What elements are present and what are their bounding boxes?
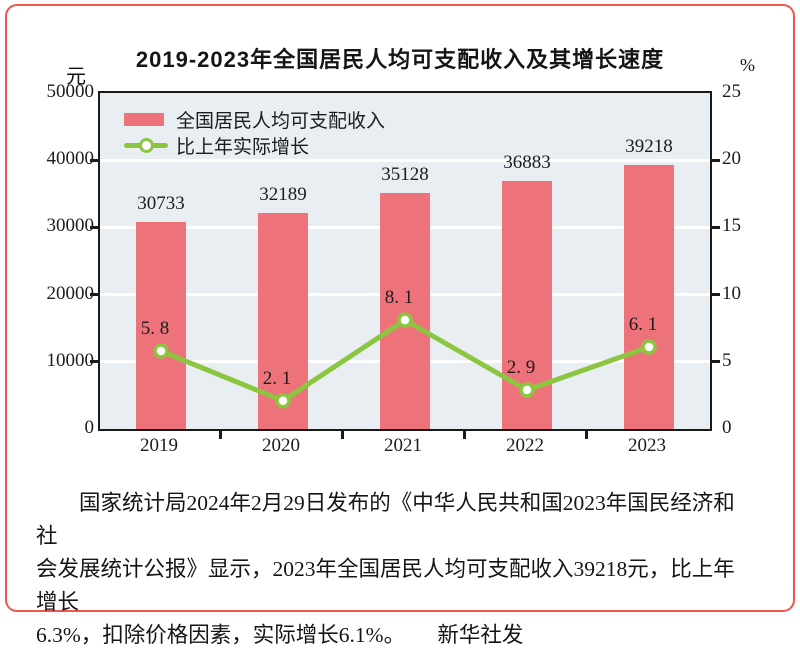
bar-value-label: 32189 bbox=[259, 183, 307, 205]
left-axis-tick-label: 40000 bbox=[46, 148, 95, 170]
income-bar bbox=[380, 192, 430, 429]
x-axis-label: 2021 bbox=[384, 435, 422, 456]
growth-marker bbox=[275, 393, 291, 409]
bottom-tick-mark bbox=[585, 431, 588, 439]
chart-title: 2019-2023年全国居民人均可支配收入及其增长速度 bbox=[135, 47, 665, 72]
right-axis-tick-label: 0 bbox=[722, 417, 732, 438]
growth-marker bbox=[397, 312, 413, 328]
legend-item-income: 全国居民人均可支配收入 bbox=[124, 106, 385, 132]
plot-area: 30733 32189 35128 36883 39218 5. 8 2. 1 8. 1 2. … bbox=[98, 91, 712, 431]
left-axis-tick-label: 20000 bbox=[46, 282, 95, 304]
income-bar-swatch-icon bbox=[124, 112, 164, 126]
left-tick-mark bbox=[90, 360, 98, 364]
growth-value-label: 5. 8 bbox=[140, 318, 170, 340]
income-bar bbox=[136, 222, 186, 429]
caption-line-1: 国家统计局2024年2月29日发布的《中华人民共和国2023年国民经济和社 bbox=[36, 491, 735, 548]
right-axis-tick-label: 15 bbox=[722, 215, 741, 237]
left-axis-tick-label: 30000 bbox=[46, 215, 95, 237]
x-axis-label: 2020 bbox=[262, 435, 300, 456]
bottom-tick-mark bbox=[219, 431, 222, 439]
right-axis-tick-label: 20 bbox=[722, 148, 741, 170]
growth-value-label: 2. 9 bbox=[506, 357, 536, 379]
plot-inner: 30733 32189 35128 36883 39218 5. 8 2. 1 8. 1 2. … bbox=[100, 93, 710, 429]
bar-value-label: 35128 bbox=[381, 163, 429, 185]
x-axis-label: 2022 bbox=[506, 435, 544, 456]
growth-line-swatch-icon bbox=[124, 137, 168, 153]
left-tick-mark bbox=[90, 225, 98, 229]
right-tick-mark bbox=[712, 293, 720, 297]
bottom-tick-mark bbox=[341, 431, 344, 439]
x-axis-label: 2019 bbox=[140, 435, 178, 456]
income-bar bbox=[624, 165, 674, 429]
growth-line bbox=[153, 312, 657, 409]
legend-growth-label: 比上年实际增长 bbox=[176, 136, 310, 158]
right-tick-mark bbox=[712, 158, 720, 162]
growth-marker bbox=[153, 343, 169, 359]
bar-value-label: 39218 bbox=[625, 136, 673, 158]
growth-value-label: 2. 1 bbox=[262, 367, 292, 389]
right-tick-mark bbox=[712, 360, 720, 364]
left-axis-unit: 元 bbox=[66, 66, 86, 88]
right-tick-mark bbox=[712, 225, 720, 229]
left-axis-tick-label: 10000 bbox=[46, 349, 95, 371]
left-axis-tick-label: 50000 bbox=[46, 81, 95, 102]
legend-item-growth: 比上年实际增长 bbox=[124, 132, 385, 158]
caption-line-3: 6.3%，扣除价格因素，实际增长6.1%。 新华社发 bbox=[36, 623, 524, 647]
right-axis-tick-label: 5 bbox=[722, 349, 732, 371]
bar-value-label: 30733 bbox=[137, 193, 185, 215]
gridline bbox=[100, 158, 710, 162]
growth-marker bbox=[641, 339, 657, 355]
right-axis-unit: % bbox=[740, 55, 755, 75]
left-tick-mark bbox=[90, 293, 98, 297]
bar-value-label: 36883 bbox=[503, 152, 551, 174]
left-tick-mark bbox=[90, 158, 98, 162]
legend: 全国居民人均可支配收入 比上年实际增长 bbox=[124, 106, 385, 158]
x-axis-label: 2023 bbox=[628, 435, 666, 456]
bottom-tick-mark bbox=[463, 431, 466, 439]
caption: 国家统计局2024年2月29日发布的《中华人民共和国2023年国民经济和社 会发… bbox=[36, 487, 754, 652]
growth-value-label: 6. 1 bbox=[628, 314, 658, 336]
growth-marker-icon bbox=[139, 137, 154, 153]
right-axis-tick-label: 10 bbox=[722, 282, 741, 304]
legend-income-label: 全国居民人均可支配收入 bbox=[176, 110, 386, 132]
growth-value-label: 8. 1 bbox=[384, 287, 414, 309]
caption-line-2: 会发展统计公报》显示，2023年全国居民人均可支配收入39218元，比上年增长 bbox=[36, 557, 735, 614]
left-axis-tick-label: 0 bbox=[84, 417, 95, 438]
growth-marker bbox=[519, 382, 535, 398]
right-axis-tick-label: 25 bbox=[722, 81, 741, 102]
